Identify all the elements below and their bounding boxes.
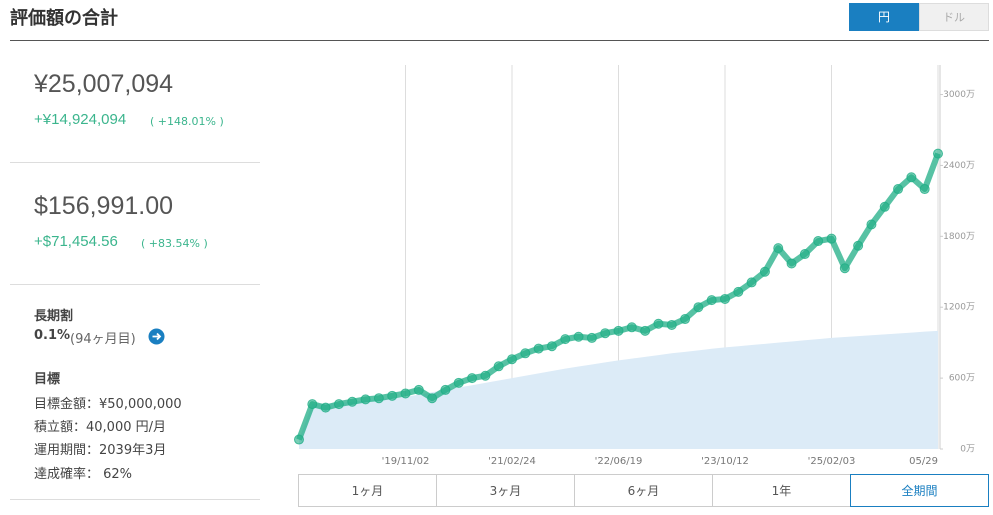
data-point [720,293,730,304]
y-tick-label: 3000万 [943,90,975,100]
data-point [320,402,331,413]
chart: 0万 600万 1200万 1800万 2400万 3000万 '19/11/02 '21/0… [294,65,975,467]
data-point [307,399,318,410]
data-point [440,384,451,395]
goal-item: 積立額：40,000 円/月 [34,420,166,435]
divider [10,284,260,285]
data-point [387,390,398,401]
goal-item: 目標金額：¥50,000,000 [34,397,182,412]
data-point [600,328,611,339]
data-point [573,331,584,342]
data-point [333,399,344,410]
data-point [640,325,651,336]
y-tick-label: 0万 [960,445,975,455]
data-point [413,384,424,395]
data-point [746,277,757,288]
data-point [560,334,571,345]
data-point [626,322,637,333]
data-point [759,266,770,277]
data-point [467,373,478,384]
data-point [493,361,504,372]
data-point [893,184,904,195]
data-point [813,236,824,247]
data-point [480,370,491,381]
data-point [693,302,704,313]
x-tick-label: '22/06/19 [595,456,643,467]
period-button[interactable]: 6ヶ月 [574,474,713,507]
usd-gain: +$71,454.56 [34,233,118,250]
data-point [799,249,810,260]
x-tick-label: '23/10/12 [701,456,749,467]
data-point [546,341,557,352]
usd-total: $156,991.00 [34,192,174,220]
data-point [613,325,624,336]
x-tick-label: '19/11/02 [382,456,430,467]
data-point [294,434,304,445]
data-point [533,343,544,354]
y-tick-label: 600万 [949,374,975,384]
data-point [933,148,943,159]
data-point [786,258,797,269]
data-point [666,319,677,330]
goal-item: 達成確率： 62% [34,467,133,482]
x-tick-label: 05/29 [909,456,938,467]
divider [10,499,260,500]
data-point [839,263,850,274]
y-tick-label: 1200万 [943,303,975,313]
area [299,330,938,449]
data-point [453,377,464,388]
long-term-title: 長期割 [34,309,74,324]
data-point [826,233,837,244]
jpy-gain: +¥14,924,094 [34,111,127,128]
data-point [347,396,358,407]
data-point [653,318,664,329]
period-button[interactable]: 1年 [712,474,851,507]
arrow-button[interactable] [148,328,165,345]
goal-item: 運用期間：2039年3月 [34,443,167,458]
y-tick-label: 1800万 [943,232,975,242]
data-point [507,354,517,365]
currency-toggle[interactable]: 円 [849,3,919,31]
divider [10,162,260,163]
x-tick-label: '21/02/24 [488,456,536,467]
jpy-pct: ( +148.01% ) [150,115,224,128]
data-point [360,394,371,405]
x-tick-label: '25/02/03 [808,456,856,467]
currency-toggle[interactable]: ドル [919,3,989,31]
data-point [906,172,917,183]
data-point [373,393,384,404]
period-button[interactable]: 全期間 [850,474,989,507]
jpy-total: ¥25,007,094 [34,70,174,98]
data-point [680,314,691,325]
data-point [919,184,930,195]
data-point [427,393,438,404]
period-button[interactable]: 3ヶ月 [436,474,575,507]
period-button[interactable]: 1ヶ月 [298,474,437,507]
goal-title: 目標 [34,372,61,387]
data-point [866,219,877,230]
page-title: 評価額の合計 [10,8,118,29]
long-term-months: (94ヶ月目) [70,332,136,347]
usd-pct: ( +83.54% ) [141,237,208,250]
data-point [400,388,411,399]
long-term-rate: 0.1% [34,328,71,343]
y-tick-label: 2400万 [943,161,975,171]
header-rule [10,40,989,41]
data-point [586,332,597,343]
data-point [879,201,890,212]
data-point [853,240,864,251]
data-point [706,295,717,306]
data-point [773,243,784,254]
data-point [520,348,531,359]
data-point [733,286,744,297]
